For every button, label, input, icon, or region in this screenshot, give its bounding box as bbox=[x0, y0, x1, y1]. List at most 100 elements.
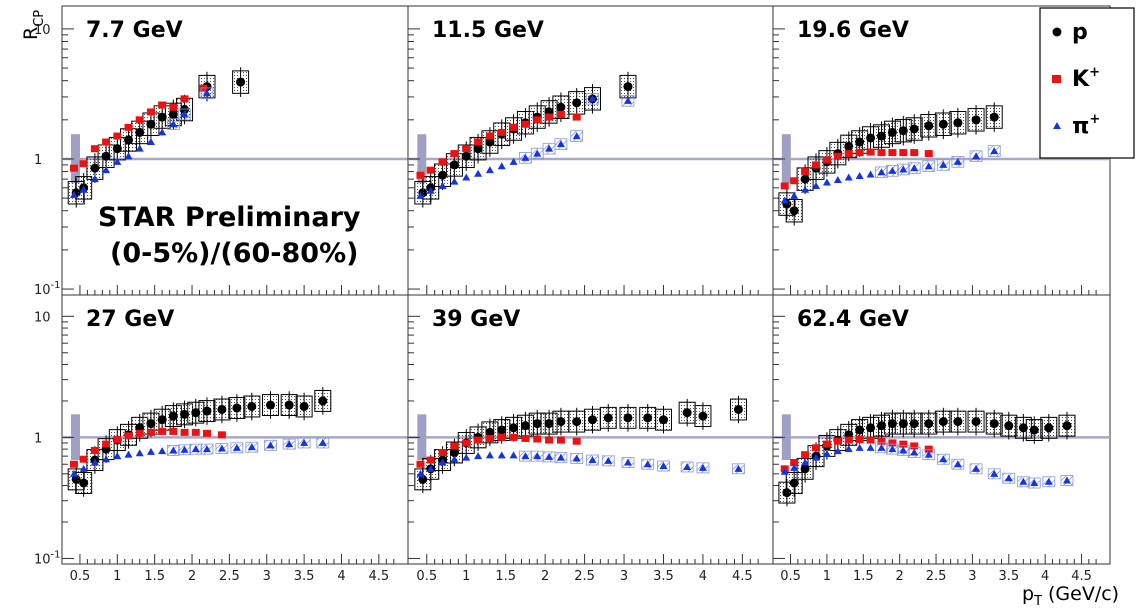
data-point-pi bbox=[604, 456, 613, 464]
data-point-pi bbox=[545, 144, 554, 152]
data-point-pi bbox=[844, 445, 853, 453]
legend-marker-circle bbox=[1052, 27, 1062, 37]
data-point-k bbox=[844, 436, 853, 444]
series-p bbox=[414, 71, 637, 208]
data-point-p bbox=[971, 417, 981, 427]
data-point-k bbox=[180, 95, 189, 103]
data-point-pi bbox=[450, 177, 459, 185]
data-point-k bbox=[135, 429, 144, 437]
data-point-k bbox=[812, 444, 821, 452]
data-point-k bbox=[877, 437, 886, 445]
data-point-pi bbox=[899, 165, 908, 173]
data-point-k bbox=[416, 460, 425, 468]
x-tick-label: 2 bbox=[896, 569, 904, 584]
data-point-pi bbox=[812, 453, 821, 461]
data-point-p bbox=[643, 413, 653, 423]
x-tick-label: 4 bbox=[699, 569, 707, 584]
data-point-pi bbox=[888, 166, 897, 174]
data-point-pi bbox=[285, 440, 294, 448]
x-tick-label: 3 bbox=[968, 569, 976, 584]
data-point-k bbox=[924, 445, 933, 453]
panel-energy-label: 19.6 GeV bbox=[797, 18, 909, 43]
data-point-p bbox=[855, 137, 865, 147]
data-point-p bbox=[866, 423, 876, 433]
data-point-pi bbox=[1030, 479, 1039, 487]
data-point-k bbox=[113, 132, 122, 140]
data-point-k bbox=[485, 132, 494, 140]
data-point-k bbox=[790, 459, 799, 467]
data-point-pi bbox=[888, 445, 897, 453]
data-point-p bbox=[887, 127, 897, 137]
data-point-k bbox=[899, 440, 908, 448]
data-point-p bbox=[101, 151, 111, 161]
data-point-pi bbox=[69, 190, 78, 198]
data-point-p bbox=[789, 206, 799, 216]
data-point-k bbox=[124, 432, 133, 440]
y-tick-exponent: -1 bbox=[51, 280, 61, 291]
data-point-pi bbox=[623, 458, 632, 466]
data-point-pi bbox=[416, 191, 425, 199]
legend-label-sup: + bbox=[1089, 65, 1100, 80]
data-point-pi bbox=[124, 152, 133, 160]
data-point-pi bbox=[113, 452, 122, 460]
data-point-pi bbox=[438, 458, 447, 466]
data-point-pi bbox=[866, 170, 875, 178]
data-point-pi bbox=[533, 452, 542, 460]
data-point-pi bbox=[202, 89, 211, 97]
data-point-p bbox=[90, 163, 100, 173]
data-point-pi bbox=[556, 140, 565, 148]
normalization-band bbox=[417, 134, 427, 184]
data-point-p bbox=[180, 409, 190, 419]
data-point-k bbox=[545, 436, 554, 444]
panel-6: 0.5 1 1.5 2 2.5 3 3.5 4 4.5 62.4 GeV bbox=[772, 294, 1111, 584]
data-point-pi bbox=[855, 443, 864, 451]
data-point-pi bbox=[180, 110, 189, 118]
panel-energy-label: 7.7 GeV bbox=[86, 18, 183, 43]
annotation-centrality: (0-5%)/(60-80%) bbox=[110, 238, 358, 269]
x-axis bbox=[790, 285, 1097, 295]
data-point-pi bbox=[910, 164, 919, 172]
data-point-p bbox=[124, 135, 134, 145]
panel-energy-label: 11.5 GeV bbox=[432, 18, 544, 43]
data-point-k bbox=[822, 440, 831, 448]
data-point-pi bbox=[734, 464, 743, 472]
legend-label: p bbox=[1072, 20, 1088, 45]
data-point-pi bbox=[972, 152, 981, 160]
data-point-p bbox=[898, 419, 908, 429]
x-tick-label: 2 bbox=[541, 569, 549, 584]
data-point-pi bbox=[266, 441, 275, 449]
series-K bbox=[69, 427, 226, 468]
y-tick-label: 10 bbox=[34, 23, 51, 38]
data-point-p bbox=[532, 419, 542, 429]
data-point-k bbox=[217, 431, 226, 439]
y-axis bbox=[408, 315, 420, 559]
y-axis bbox=[773, 315, 785, 559]
data-point-pi bbox=[509, 451, 518, 459]
data-point-pi bbox=[232, 443, 241, 451]
data-point-pi bbox=[426, 186, 435, 194]
data-point-p bbox=[217, 404, 227, 414]
data-point-p bbox=[1044, 423, 1054, 433]
panel-1: 10 1 10-1 7.7 GeV bbox=[34, 5, 409, 298]
x-tick-label: 4.5 bbox=[1071, 569, 1092, 584]
data-point-p bbox=[473, 144, 483, 154]
data-point-k bbox=[572, 437, 581, 445]
normalization-band bbox=[781, 414, 791, 461]
data-point-pi bbox=[556, 453, 565, 461]
x-tick-label: 0.5 bbox=[416, 569, 437, 584]
legend: pK+π+ bbox=[1039, 7, 1135, 159]
data-point-p bbox=[953, 118, 963, 128]
x-tick-label: 2.5 bbox=[219, 569, 240, 584]
data-point-k bbox=[462, 439, 471, 447]
y-axis-label-sub: CP bbox=[32, 10, 47, 27]
data-point-p bbox=[924, 121, 934, 131]
data-point-pi bbox=[990, 469, 999, 477]
data-point-k bbox=[146, 108, 155, 116]
x-tick-label: 1.5 bbox=[495, 569, 516, 584]
data-point-pi bbox=[300, 438, 309, 446]
data-point-p bbox=[800, 464, 810, 474]
data-point-p bbox=[438, 170, 448, 180]
x-tick-label: 3.5 bbox=[653, 569, 674, 584]
y-tick-label: 10-1 bbox=[34, 280, 61, 298]
data-point-pi bbox=[416, 469, 425, 477]
